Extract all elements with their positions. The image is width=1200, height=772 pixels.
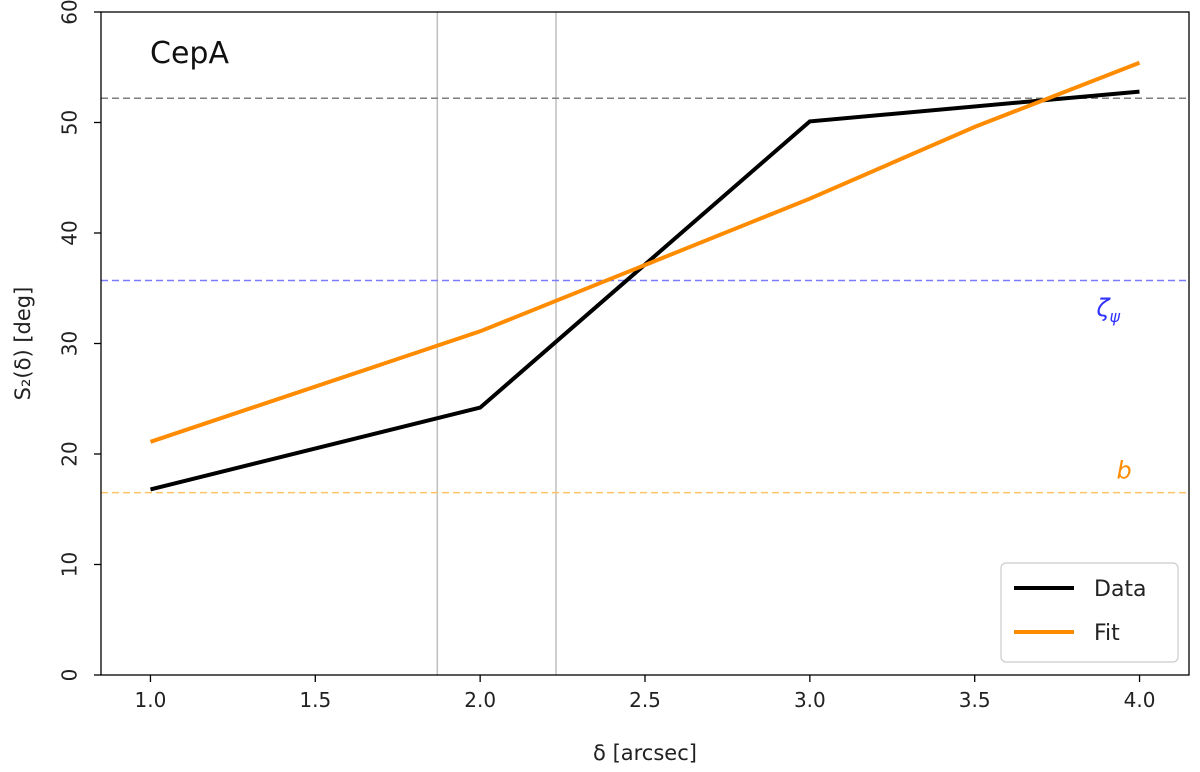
y-axis-label: S₂(δ) [deg] [11, 287, 35, 401]
y-tick-label: 0 [58, 669, 82, 682]
x-tick-label: 2.0 [464, 688, 496, 712]
reference-lines [101, 12, 1189, 675]
y-tick-label: 40 [58, 220, 82, 245]
plot-label: CepA [150, 36, 229, 71]
series-lines [149, 60, 1141, 492]
y-axis: 0 10 20 30 40 50 60 [58, 0, 101, 682]
zeta-line-label: ζψ [1095, 294, 1120, 326]
x-tick-label: 2.5 [629, 688, 661, 712]
series-line-data [150, 89, 1140, 492]
legend-box [1000, 562, 1179, 663]
series-line-fit [149, 60, 1141, 444]
legend-label-data: Data [1094, 577, 1147, 602]
y-tick-label: 60 [58, 0, 82, 25]
x-axis: 1.0 1.5 2.0 2.5 3.0 3.5 4.0 [135, 675, 1156, 712]
x-axis-label: δ [arcsec] [593, 741, 697, 765]
y-tick-label: 20 [58, 441, 82, 466]
y-tick-label: 10 [58, 552, 82, 577]
x-tick-label: 4.0 [1124, 688, 1156, 712]
legend: Data Fit [1000, 562, 1179, 663]
legend-label-fit: Fit [1094, 621, 1120, 646]
x-tick-label: 3.5 [959, 688, 991, 712]
zeta-line-label-sub: ψ [1110, 307, 1121, 326]
x-tick-label: 1.0 [135, 688, 167, 712]
zeta-line-label-main: ζ [1095, 294, 1111, 322]
b-line-label: b [1116, 456, 1131, 484]
x-tick-label: 3.0 [794, 688, 826, 712]
y-tick-label: 50 [58, 110, 82, 135]
y-tick-label: 30 [58, 331, 82, 356]
x-tick-label: 1.5 [299, 688, 331, 712]
